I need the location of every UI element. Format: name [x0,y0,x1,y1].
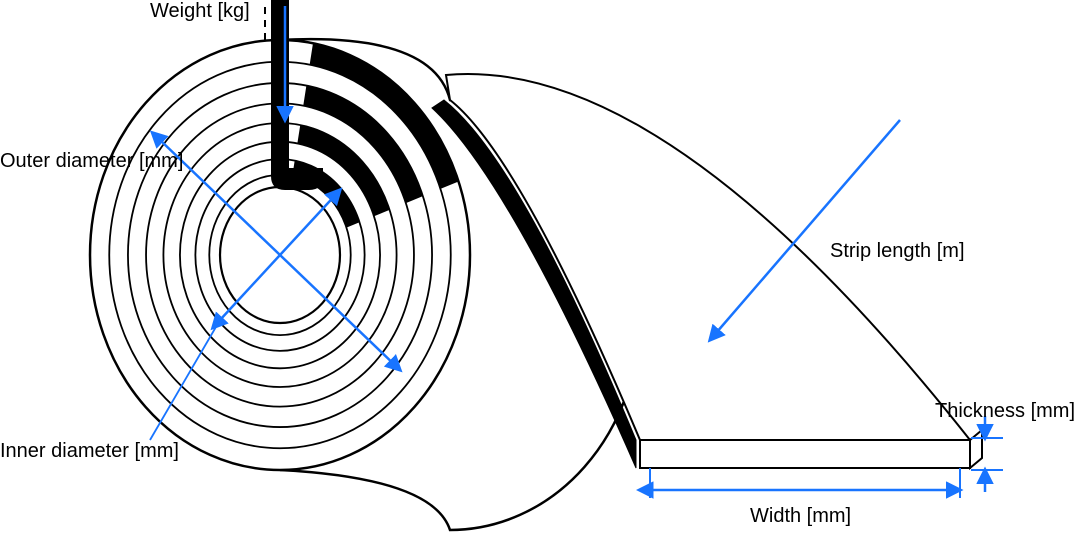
coil-diagram [0,0,1092,560]
label-thickness: Thickness [mm] [935,400,1075,423]
label-strip-length: Strip length [m] [830,240,965,263]
label-weight: Weight [kg] [150,0,250,23]
label-width: Width [mm] [750,505,851,528]
label-outer: Outer diameter [mm] [0,150,183,173]
label-inner: Inner diameter [mm] [0,440,179,463]
